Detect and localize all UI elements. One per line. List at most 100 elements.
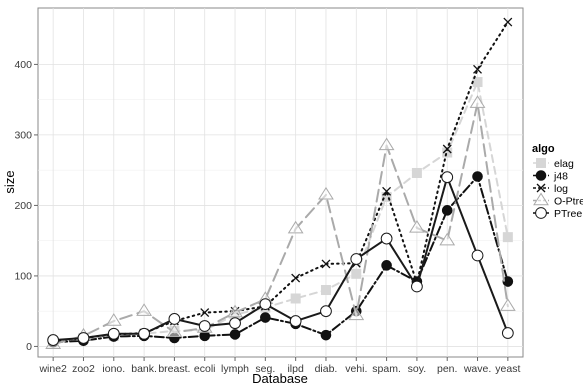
data-point-log (291, 273, 301, 283)
data-point-j48 (229, 329, 241, 340)
data-point-o-ptree (439, 232, 456, 246)
series-layer (45, 17, 516, 350)
data-point-o-ptree (136, 303, 152, 316)
grid-lines (38, 8, 523, 357)
data-point-ptree (229, 317, 241, 330)
x-cross-stroke (200, 308, 210, 318)
data-point-elag (351, 268, 362, 279)
x-tick-label: iono. (102, 363, 125, 375)
data-point-o-ptree (318, 186, 334, 200)
x-cross-stroke (503, 17, 513, 27)
data-point-log (503, 17, 513, 27)
x-tick-label: zoo2 (72, 363, 95, 375)
legend-item-ptree: PTree (533, 207, 582, 220)
x-tick-label: wine2 (38, 363, 67, 375)
data-point-j48 (502, 276, 514, 287)
data-point-ptree (107, 327, 120, 340)
x-cross-stroke (321, 259, 331, 269)
data-point-elag (381, 191, 392, 202)
data-point-log (473, 64, 482, 74)
legend-marker-ptree (535, 207, 547, 219)
x-tick-label: lymph (221, 363, 249, 375)
axes: 0 100 200 300 400 wine2 zoo2 iono. bank. breast. e… (14, 59, 520, 375)
legend-marker-elag (536, 158, 546, 168)
y-tick-label: 100 (14, 270, 32, 282)
x-tick-label: bank. (131, 363, 157, 375)
x-tick-label: diab. (315, 363, 338, 375)
x-tick-label: vehi. (345, 363, 367, 375)
legend-label: PTree (554, 208, 582, 220)
y-tick-label: 300 (14, 129, 32, 141)
data-point-o-ptree (287, 220, 304, 234)
data-point-ptree (380, 232, 393, 245)
legend-marker-o-ptree (533, 192, 549, 206)
data-point-o-ptree (348, 307, 365, 321)
legend-marker-log (536, 183, 546, 193)
legend-label: j48 (553, 170, 568, 182)
legend-label: elag (554, 158, 574, 170)
series-line-j48 (52, 175, 509, 344)
legend-item-o-ptree: O-Ptree (533, 192, 583, 207)
data-point-elag (442, 147, 453, 158)
data-point-ptree (168, 313, 181, 325)
data-point-ptree (441, 171, 454, 184)
y-tick-label: 200 (14, 200, 32, 212)
data-point-o-ptree (499, 298, 516, 311)
x-cross-stroke (291, 273, 301, 283)
data-point-ptree (320, 305, 332, 318)
data-point-o-ptree (409, 220, 425, 233)
series-line-ptree (52, 176, 509, 342)
data-point-ptree (138, 327, 150, 340)
series-line-elag (52, 81, 509, 344)
x-tick-label: seg. (255, 363, 275, 375)
data-point-ptree (411, 280, 423, 293)
data-point-ptree (77, 332, 90, 344)
data-point-j48 (441, 205, 453, 216)
legend-label: O-Ptree (554, 195, 583, 207)
y-axis-title: size (2, 170, 17, 193)
data-point-o-ptree (105, 313, 122, 326)
x-cross-stroke (382, 186, 392, 196)
x-tick-label: pen. (437, 363, 457, 375)
x-cross-stroke (442, 144, 452, 154)
x-tick-label: ecoli (194, 363, 216, 375)
x-tick-label: ilpd (287, 363, 304, 375)
data-point-ptree (289, 315, 302, 327)
legend-label: log (554, 183, 568, 195)
x-cross-stroke (536, 183, 546, 193)
x-tick-label: wave. (463, 363, 491, 375)
data-point-o-ptree (378, 137, 395, 151)
data-point-ptree (471, 249, 484, 262)
legend-item-log: log (533, 183, 568, 195)
data-point-o-ptree (166, 324, 183, 338)
legend-item-elag: elag (533, 158, 574, 170)
data-point-elag (502, 232, 513, 243)
x-axis-title: Database (252, 371, 308, 385)
data-point-log (382, 186, 392, 196)
data-point-log (200, 308, 210, 318)
data-point-log (321, 259, 331, 269)
data-point-elag (290, 293, 301, 304)
data-point-ptree (259, 298, 272, 311)
series-markers-ptree (47, 171, 514, 346)
data-point-ptree (198, 320, 211, 332)
legend-marker-j48 (535, 170, 547, 181)
data-point-ptree (47, 334, 60, 346)
data-point-j48 (381, 260, 392, 271)
x-tick-label: yeast (495, 363, 520, 375)
y-tick-label: 0 (26, 341, 32, 353)
data-point-j48 (472, 171, 483, 182)
plot-panel (37, 7, 524, 358)
y-tick-label: 400 (14, 59, 32, 71)
data-point-elag (411, 167, 422, 178)
data-point-elag (472, 77, 483, 88)
x-cross-stroke (473, 64, 482, 74)
data-point-ptree (350, 253, 363, 265)
data-point-log (442, 144, 452, 154)
data-point-o-ptree (469, 95, 486, 108)
x-tick-label: spam. (372, 363, 401, 375)
x-tick-label: breast. (158, 363, 190, 375)
x-tick-label: soy. (408, 363, 426, 375)
